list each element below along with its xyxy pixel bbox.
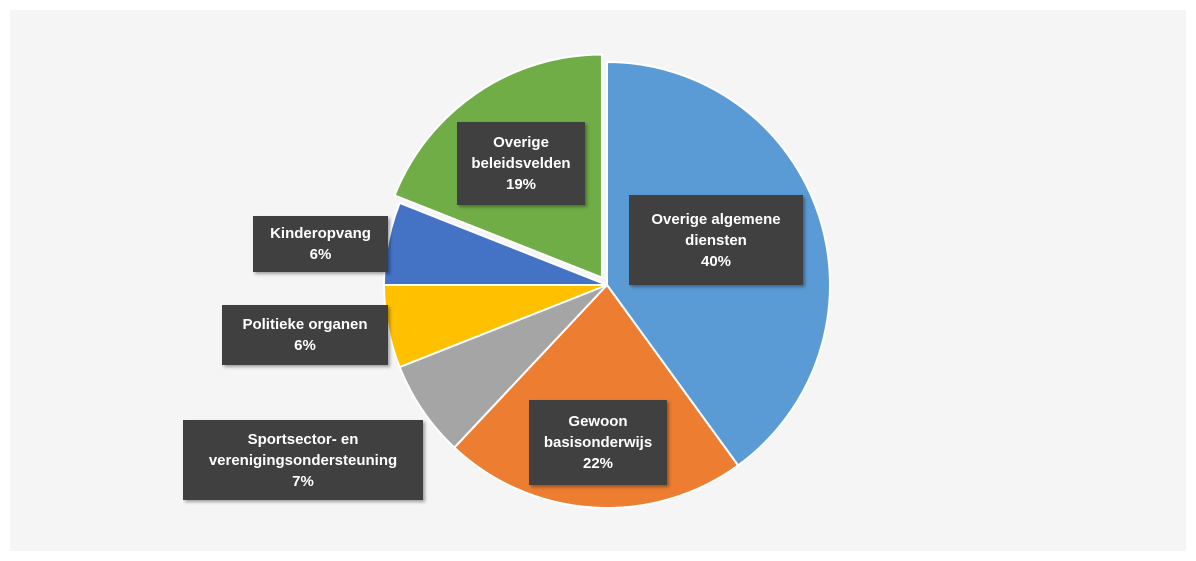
pie-slice	[382, 201, 608, 286]
label-value: 7%	[292, 472, 314, 490]
data-label: Gewoon basisonderwijs 22%	[529, 400, 667, 485]
label-name: Overige beleidsvelden	[471, 134, 571, 172]
data-label: Kinderopvang 6%	[253, 216, 388, 272]
data-label: Sportsector- en verenigingsondersteuning…	[183, 420, 423, 500]
label-value: 6%	[294, 337, 316, 354]
label-value: 6%	[309, 246, 332, 263]
label-value: 40%	[700, 252, 732, 270]
label-value: 22%	[582, 455, 614, 472]
data-label: Politieke organen 6%	[222, 305, 388, 365]
label-name: Gewoon basisonderwijs	[543, 413, 653, 451]
label-name: Kinderopvang	[270, 225, 371, 242]
label-name: Sportsector- en verenigingsondersteuning	[208, 430, 398, 469]
label-value: 19%	[505, 176, 537, 193]
label-name: Overige algemene diensten	[651, 210, 781, 249]
pie-slice	[452, 283, 740, 509]
label-name: Politieke organen	[242, 316, 368, 333]
data-label: Overige algemene diensten 40%	[629, 195, 803, 285]
data-label: Overige beleidsvelden 19%	[457, 122, 585, 205]
